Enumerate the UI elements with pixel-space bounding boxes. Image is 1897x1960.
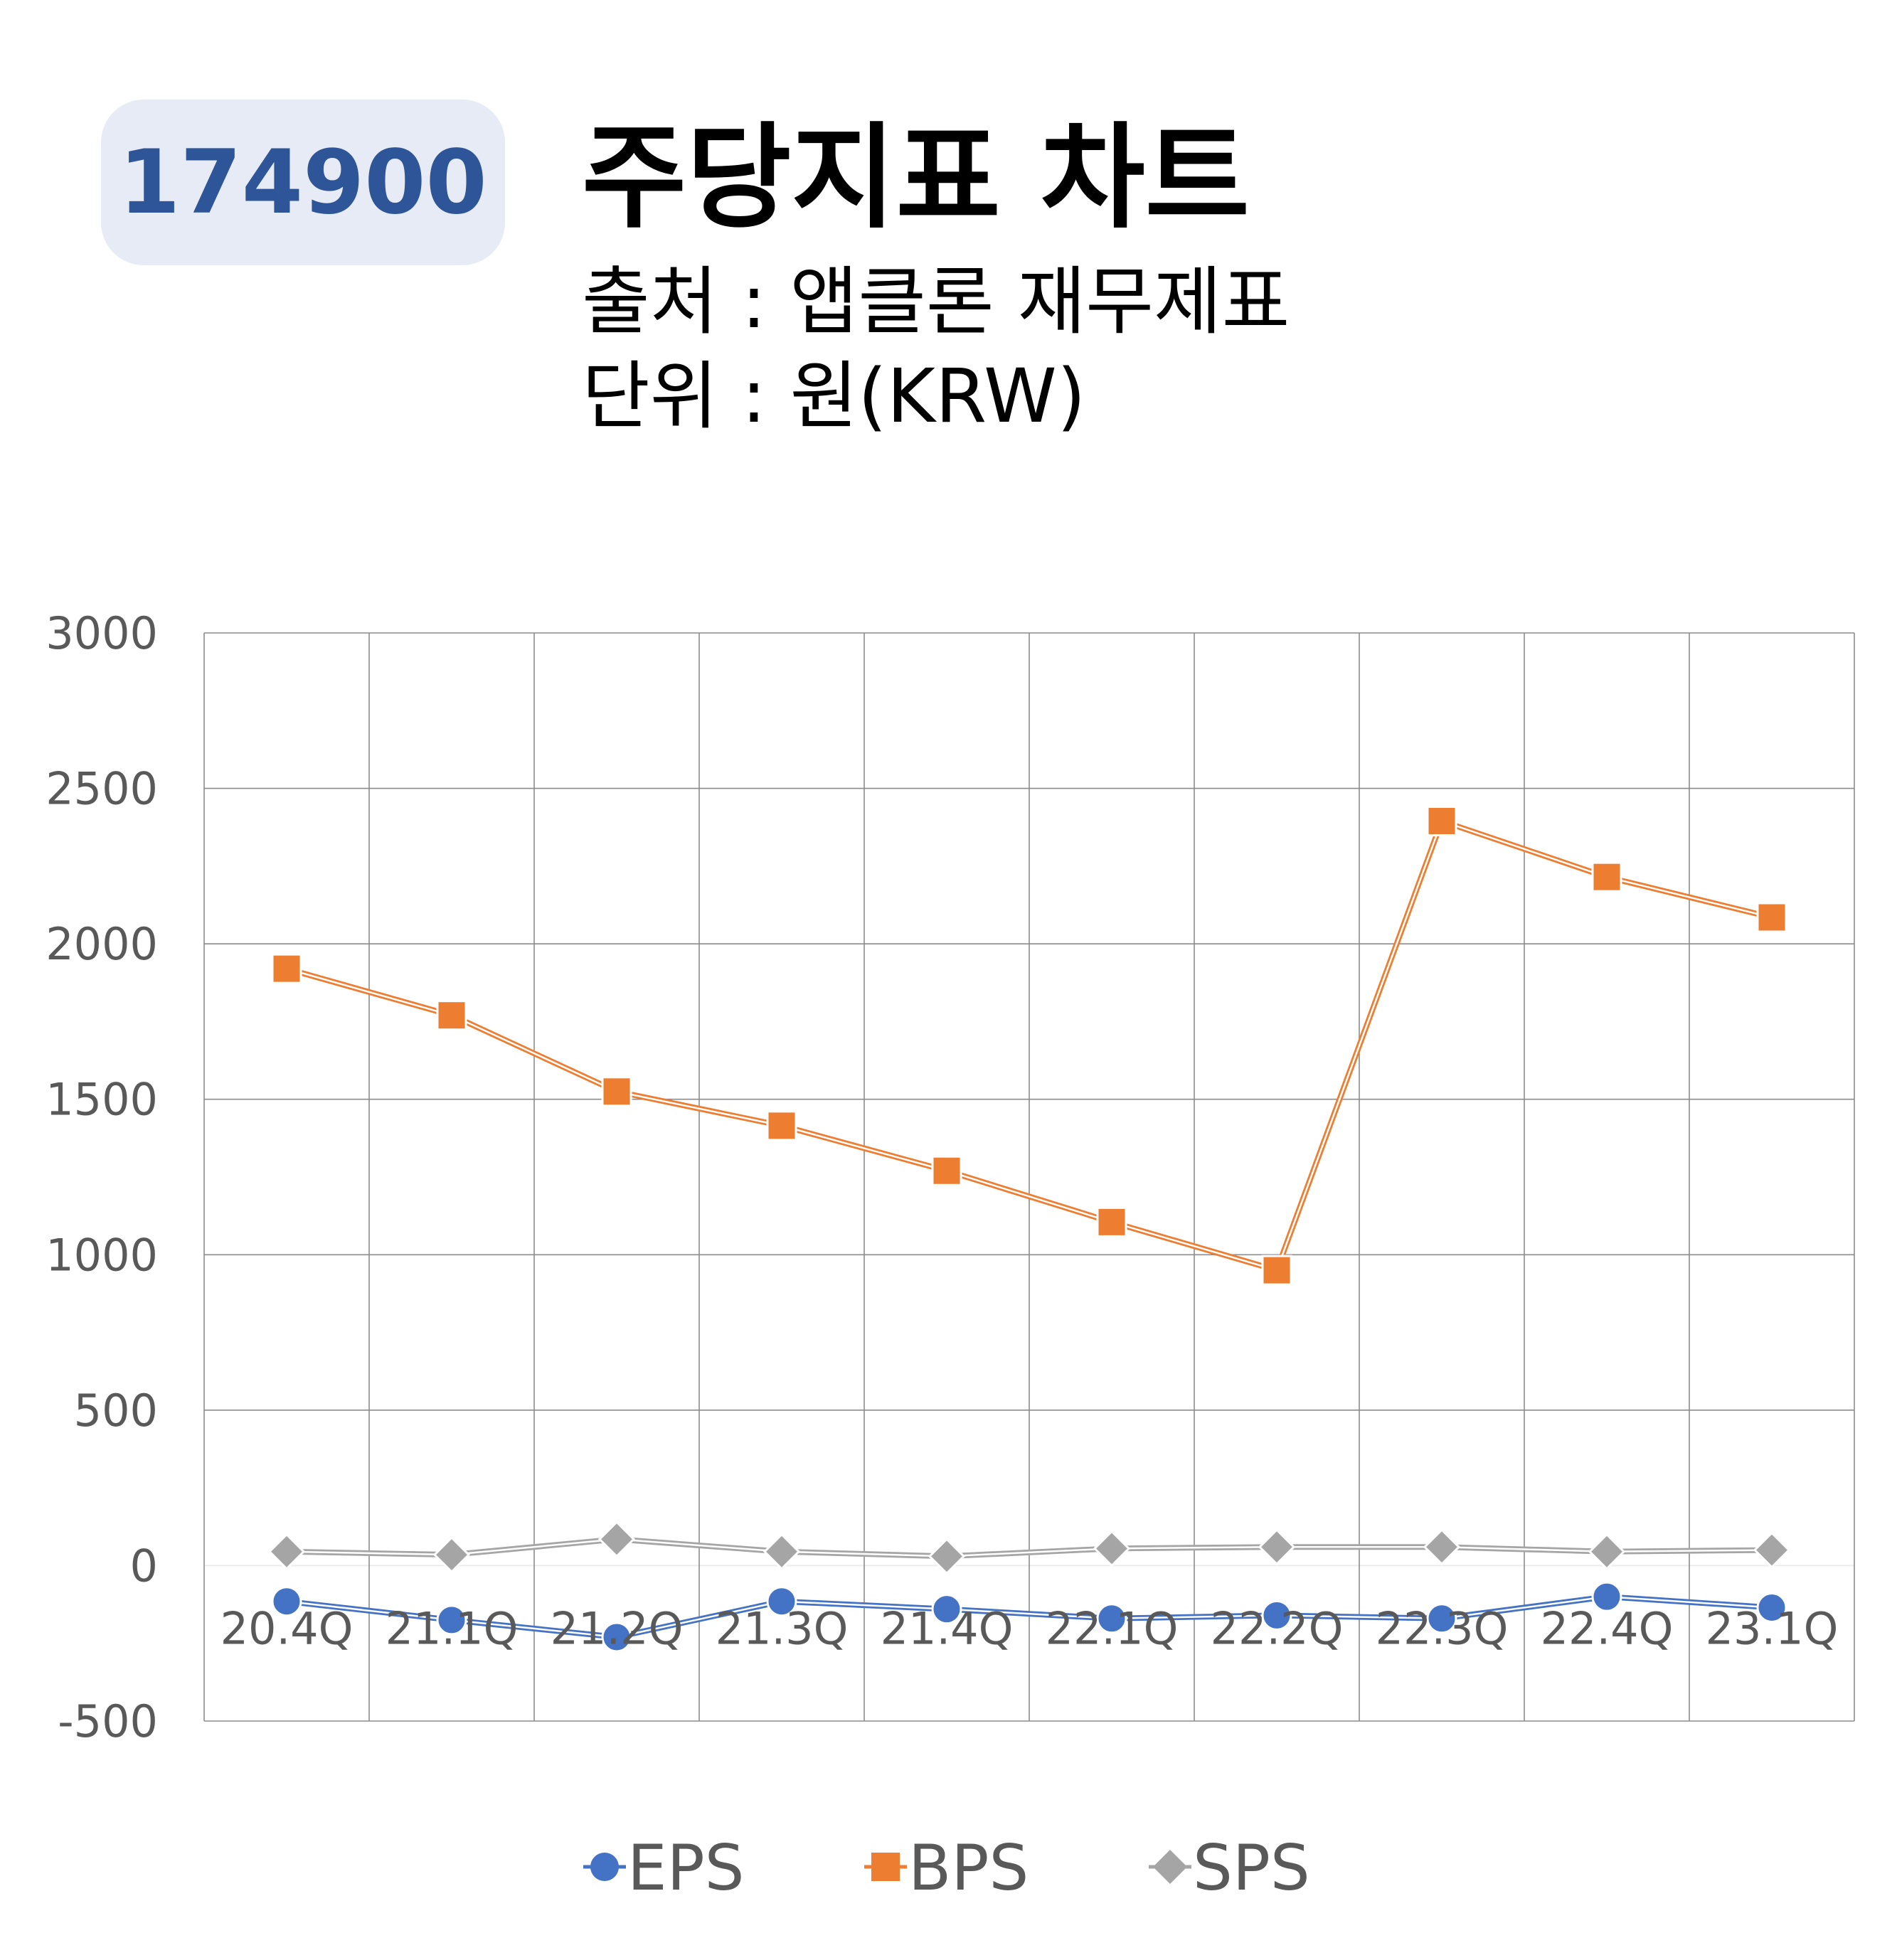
x-tick-label: 22.4Q [1541, 1602, 1674, 1654]
y-tick-label: 3000 [46, 607, 158, 659]
ticker-badge: 174900 [101, 100, 505, 265]
data-point [601, 1621, 632, 1653]
data-point [1096, 1603, 1127, 1634]
data-point [1591, 861, 1622, 893]
x-tick-label: 23.1Q [1706, 1602, 1839, 1654]
data-point [1261, 1599, 1292, 1631]
x-tick-label: 22.3Q [1376, 1602, 1509, 1654]
grid [203, 632, 1855, 1722]
data-point [1258, 1528, 1296, 1566]
data-point [1423, 1528, 1461, 1566]
data-point [1426, 1603, 1457, 1634]
data-point [1261, 1255, 1292, 1286]
legend-item-eps: EPS [583, 1831, 745, 1905]
data-point [1426, 805, 1457, 836]
data-point [766, 1586, 797, 1617]
y-tick-label: 1500 [46, 1074, 158, 1126]
x-tick-label: 22.1Q [1046, 1602, 1179, 1654]
y-tick-label: 0 [130, 1540, 158, 1592]
data-point [1096, 1206, 1127, 1237]
series-eps [271, 1581, 1787, 1653]
legend-marker [871, 1853, 900, 1881]
x-tick-label: 21.2Q [551, 1602, 684, 1654]
data-point [601, 1076, 632, 1107]
series-line-highlight [286, 1595, 1773, 1639]
data-point [267, 1533, 306, 1570]
x-tick-label: 21.4Q [881, 1602, 1014, 1654]
x-axis: 20.4Q 21.1Q 21.2Q 21.3Q 21.4Q 22.1Q 22.2Q 22.3Q… [220, 1602, 1839, 1654]
legend-label: EPS [627, 1831, 745, 1905]
y-tick-label: 2500 [46, 763, 158, 815]
data-point [1756, 902, 1787, 933]
x-tick-label: 21.3Q [716, 1602, 849, 1654]
y-tick-label: 2000 [46, 918, 158, 970]
series-bps [271, 805, 1787, 1286]
data-point [271, 953, 302, 984]
data-point [1588, 1533, 1626, 1570]
ticker-code: 174900 [119, 131, 487, 234]
data-point [1756, 1592, 1787, 1623]
series-sps [267, 1520, 1791, 1575]
x-tick-label: 20.4Q [220, 1602, 354, 1654]
series-group [267, 805, 1791, 1653]
data-point [762, 1533, 801, 1570]
data-point [432, 1536, 471, 1574]
series-line-highlight [286, 1538, 1773, 1557]
source-line: 출처 : 앱클론 재무제표 [582, 258, 1290, 345]
y-axis: -500 0 500 1000 1500 2000 2500 3000 [46, 607, 158, 1747]
data-point [436, 1000, 467, 1031]
legend: EPS BPS SPS [583, 1831, 1310, 1905]
data-point [766, 1110, 797, 1141]
data-point [1591, 1581, 1622, 1612]
x-tick-label: 22.2Q [1211, 1602, 1344, 1654]
legend-marker [1153, 1850, 1187, 1884]
legend-label: SPS [1193, 1831, 1310, 1905]
data-point [928, 1538, 966, 1575]
data-point [436, 1604, 467, 1636]
legend-item-sps: SPS [1149, 1831, 1310, 1905]
data-point [931, 1594, 962, 1625]
y-tick-label: 1000 [46, 1229, 158, 1281]
data-point [1093, 1530, 1131, 1567]
unit-line: 단위 : 원(KRW) [582, 353, 1086, 440]
data-point [931, 1155, 962, 1186]
data-point [271, 1586, 302, 1617]
legend-item-bps: BPS [864, 1831, 1029, 1905]
x-tick-label: 21.1Q [386, 1602, 519, 1654]
series-line-highlight [286, 820, 1773, 1272]
legend-marker [590, 1853, 619, 1881]
data-point [597, 1520, 636, 1558]
page-title: 주당지표 차트 [582, 111, 1250, 244]
y-tick-label: -500 [58, 1695, 158, 1747]
y-tick-label: 500 [74, 1385, 158, 1437]
legend-label: BPS [908, 1831, 1029, 1905]
data-point [1753, 1531, 1791, 1569]
